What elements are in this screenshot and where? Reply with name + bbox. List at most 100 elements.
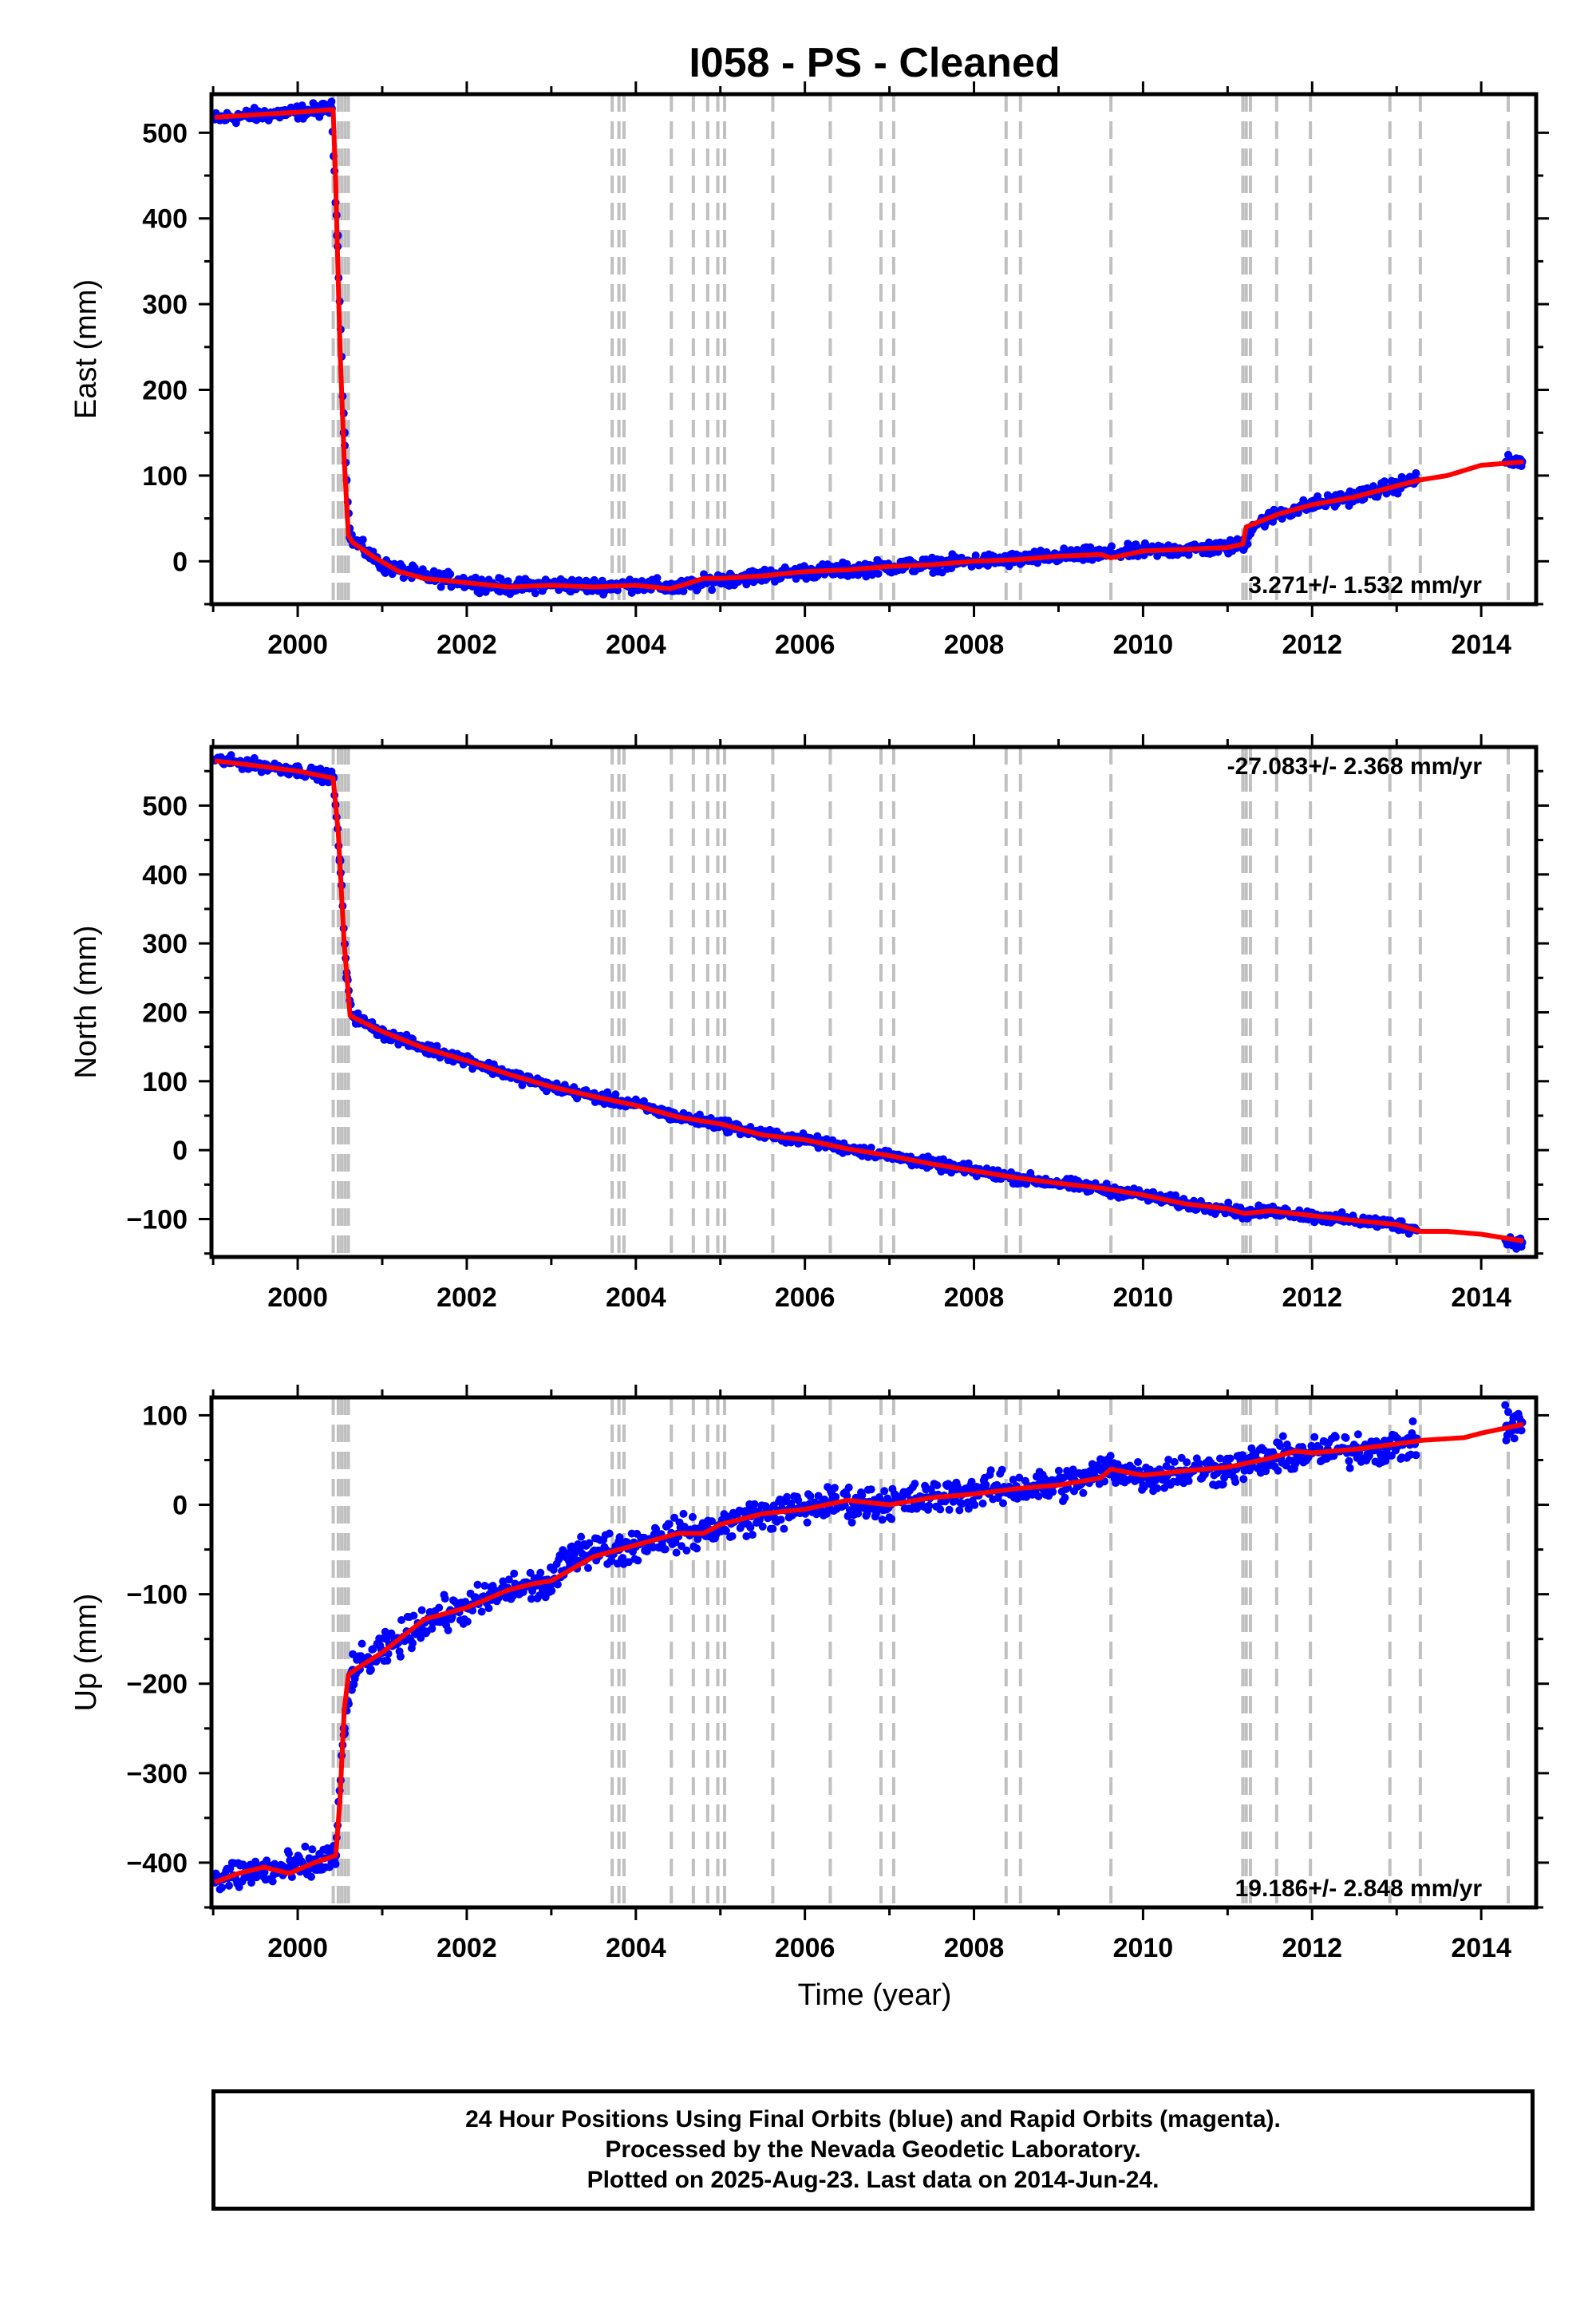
data-point [440,1595,449,1603]
data-point [260,1868,269,1876]
footer-line-3: Plotted on 2025-Aug-23. Last data on 201… [587,2167,1159,2193]
data-point [615,1533,624,1542]
data-point [1510,1434,1519,1443]
panel-east: 2000 2002 2004 2006 2008 2010 2012 2014 0 100 200 3… [69,81,1549,660]
data-point [858,1491,867,1500]
data-point [1009,1476,1017,1484]
data-point [268,1877,277,1886]
data-point [844,1483,853,1492]
data-point [553,1580,562,1589]
y-axis-label-east: East (mm) [69,279,103,419]
data-point [832,1492,840,1501]
data-point [880,1487,889,1496]
data-points [210,97,1527,599]
data-point [874,569,883,578]
y-tick-label: 300 [142,290,188,320]
data-points [210,751,1527,1253]
x-tick-label: 2014 [1451,1282,1511,1313]
data-point [477,1607,486,1616]
data-point [480,1582,489,1590]
data-point [925,1501,934,1510]
data-point [642,1547,651,1555]
data-point [1337,1208,1346,1216]
data-point [1184,1476,1193,1485]
y-tick-label: −200 [126,1670,188,1700]
data-point [999,1499,1007,1508]
plot-frame [209,92,1539,607]
data-point [444,1626,452,1634]
data-point [1183,1458,1191,1467]
data-point [1381,477,1389,486]
y-tick-label: −300 [126,1759,188,1789]
data-point [743,1506,752,1515]
data-point [780,1524,788,1533]
x-tick-label: 2012 [1282,1933,1342,1963]
data-point [504,1575,513,1584]
y-axis: 0 100 200 300 400 500 [142,118,1549,606]
x-tick-label: 2000 [267,1282,328,1313]
data-point [695,1110,704,1119]
data-point [679,1509,688,1518]
data-point [708,586,717,595]
data-point [1170,1457,1179,1466]
data-point [547,1587,556,1595]
data-point [409,1638,417,1647]
x-tick-label: 2010 [1113,630,1174,660]
data-point [998,1465,1006,1474]
data-point [605,1529,614,1538]
data-point [634,1556,642,1565]
rate-label-up: 19.186+/- 2.848 mm/yr [1235,1875,1483,1902]
data-point [383,1656,392,1665]
y-axis: −100 0 100 200 300 400 500 [126,769,1549,1255]
x-tick-label: 2008 [944,1282,1005,1313]
data-point [396,1652,405,1661]
data-point [624,1558,633,1567]
data-point [1061,1493,1069,1502]
data-point [331,1860,340,1868]
data-point [536,1568,545,1577]
y-tick-label: 0 [172,1491,188,1521]
data-point [519,1587,527,1596]
data-point [847,1518,856,1527]
data-point [1274,1466,1282,1475]
data-point [652,1525,661,1533]
data-point [670,1513,679,1522]
footer-box: 24 Hour Positions Using Final Orbits (bl… [211,2089,1535,2211]
x-tick-label: 2000 [267,630,328,660]
model-line [214,758,1524,1244]
x-tick-label: 2006 [775,1282,836,1313]
data-point [831,1484,839,1492]
data-point [1079,1488,1088,1497]
data-point [417,1606,426,1614]
y-tick-label: 100 [142,1401,188,1431]
data-point [803,1518,812,1527]
data-point [746,1524,755,1531]
data-point [1015,1473,1024,1482]
data-point [428,1624,437,1633]
data-point [967,1477,976,1486]
data-point [417,1634,425,1642]
data-point [986,1466,995,1475]
data-point [1219,1480,1227,1488]
data-point [672,1548,681,1557]
y-tick-label: 200 [142,998,188,1028]
data-point [1262,1467,1270,1476]
data-point [933,1481,942,1490]
panel-up: 2000 2002 2004 2006 2008 2010 2012 2014 −400 −300… [69,1385,1549,1963]
data-point [867,1144,875,1152]
data-point [1134,1458,1142,1466]
y-tick-label: 100 [142,1067,188,1097]
data-point [936,1505,945,1514]
x-tick-label: 2006 [775,1933,836,1963]
y-tick-label: 500 [142,791,188,821]
data-point [471,573,480,582]
data-point [225,1881,233,1890]
y-tick-label: 400 [142,204,188,235]
data-point [397,1616,406,1624]
x-tick-label: 2002 [437,630,497,660]
data-point [367,1666,375,1674]
data-point [387,1629,396,1638]
data-point [978,1499,987,1508]
data-point [665,1520,674,1528]
data-point [794,1496,803,1504]
